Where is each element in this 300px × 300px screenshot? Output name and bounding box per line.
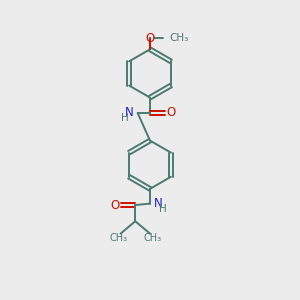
Text: CH₃: CH₃ xyxy=(143,233,161,243)
Text: H: H xyxy=(121,113,128,123)
Text: N: N xyxy=(154,197,163,210)
Text: H: H xyxy=(159,204,167,214)
Text: O: O xyxy=(146,32,154,45)
Text: O: O xyxy=(166,106,175,119)
Text: CH₃: CH₃ xyxy=(169,33,188,43)
Text: N: N xyxy=(125,106,134,119)
Text: CH₃: CH₃ xyxy=(109,233,127,243)
Text: O: O xyxy=(111,199,120,212)
